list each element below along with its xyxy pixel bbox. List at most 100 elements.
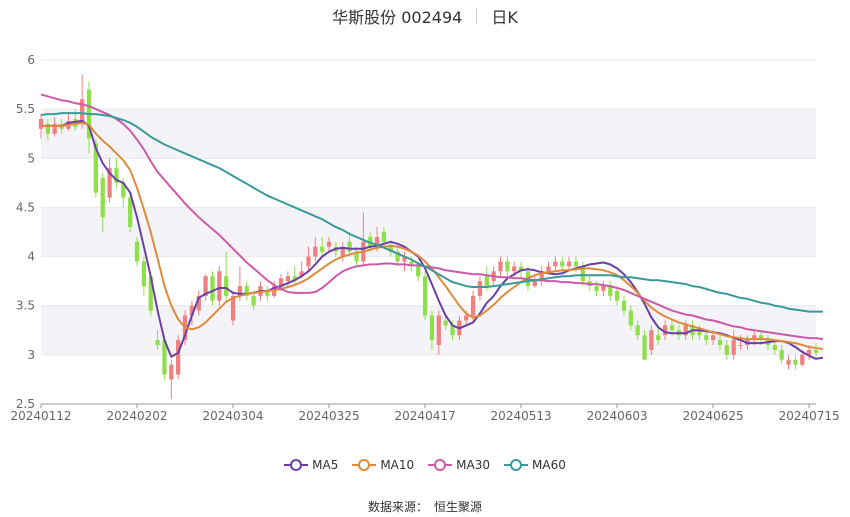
legend-marker-icon <box>284 459 309 471</box>
y-tick-label: 5 <box>27 151 35 165</box>
chart-legend: MA5 MA10 MA30 MA60 <box>0 458 850 472</box>
candle-body <box>381 232 387 242</box>
candle-body <box>326 241 332 247</box>
legend-label: MA30 <box>456 458 491 472</box>
candle-body <box>107 168 112 198</box>
x-tick-label: 20240513 <box>491 409 552 423</box>
candle-body <box>217 271 222 301</box>
candle-body <box>477 281 483 296</box>
candle-body <box>278 278 284 287</box>
candle-body <box>546 266 551 272</box>
y-tick-label: 3 <box>27 348 35 362</box>
candle-body <box>347 241 352 252</box>
candle-body <box>251 295 256 306</box>
candle-body <box>93 143 98 193</box>
ma-line-ma60 <box>40 112 823 313</box>
candle-body <box>148 276 153 311</box>
candle-body <box>649 330 654 350</box>
candle-body <box>621 300 627 311</box>
candle-body <box>710 335 716 341</box>
candle-body <box>141 261 147 287</box>
candle-body <box>450 325 455 336</box>
candle-body <box>813 349 819 353</box>
candle-body <box>642 335 647 360</box>
y-tick-label: 4.5 <box>16 200 35 214</box>
candle-body <box>464 315 469 321</box>
candle-body <box>224 276 229 296</box>
grid-band <box>41 207 816 257</box>
x-tick-label: 20240202 <box>106 409 167 423</box>
candle-body <box>176 340 181 375</box>
legend-label: MA60 <box>532 458 566 472</box>
x-tick-label: 20240112 <box>10 409 71 423</box>
candle-body <box>566 261 572 267</box>
candle-body <box>656 335 661 341</box>
candle-body <box>717 340 723 346</box>
candle-body <box>662 325 668 336</box>
candle-body <box>114 168 119 183</box>
x-tick-label: 20240325 <box>299 409 360 423</box>
candle-body <box>518 266 524 272</box>
candle-body <box>313 246 318 257</box>
candle-body <box>484 276 489 287</box>
candle-body <box>772 345 777 350</box>
candle-body <box>299 271 304 277</box>
candle-body <box>731 340 736 355</box>
candle-body <box>416 266 421 277</box>
candle-body <box>100 177 105 218</box>
candle-body <box>169 364 174 380</box>
candle-body <box>395 251 400 262</box>
legend-item-ma60[interactable]: MA60 <box>504 458 566 472</box>
candle-body <box>800 354 805 365</box>
legend-item-ma10[interactable]: MA10 <box>352 458 414 472</box>
candle-body <box>505 261 510 272</box>
candle-body <box>614 290 620 301</box>
candle-body <box>306 256 311 267</box>
candle-body <box>402 256 407 262</box>
y-tick-label: 5.5 <box>16 102 35 116</box>
candle-body <box>436 315 441 346</box>
candle-body <box>539 271 544 282</box>
candle-body <box>121 182 126 198</box>
candle-body <box>704 335 709 341</box>
candle-body <box>292 276 297 282</box>
candle-body <box>38 118 44 129</box>
chart-title: 华斯股份 002494 <box>332 8 463 27</box>
candle-body <box>532 281 537 287</box>
candle-body <box>683 325 688 336</box>
candle-body <box>759 335 764 341</box>
candle-body <box>553 261 558 267</box>
period-label[interactable]: 日K <box>491 8 518 27</box>
candle-body <box>244 286 249 296</box>
legend-marker-icon <box>352 459 377 471</box>
candle-body <box>203 276 208 296</box>
candle-body <box>128 197 133 228</box>
data-source: 数据来源： 恒生聚源 <box>0 498 850 515</box>
x-tick-label: 20240715 <box>779 409 840 423</box>
title-divider <box>476 8 478 24</box>
candle-body <box>265 290 270 296</box>
legend-label: MA5 <box>312 458 339 472</box>
y-tick-label: 4 <box>27 250 35 264</box>
candle-body <box>635 325 640 336</box>
candle-body <box>134 241 140 262</box>
candle-body <box>793 359 798 365</box>
candle-body <box>285 276 291 282</box>
candle-body <box>724 345 729 355</box>
candle-body <box>608 286 613 296</box>
candle-body <box>374 236 380 247</box>
ma-line-ma5 <box>41 119 824 360</box>
chart-title-bar: 华斯股份 002494 日K <box>0 4 850 28</box>
legend-item-ma5[interactable]: MA5 <box>284 458 338 472</box>
y-tick-label: 6 <box>27 53 35 67</box>
candle-body <box>580 266 585 282</box>
candle-body <box>470 295 476 316</box>
legend-marker-icon <box>428 459 453 471</box>
x-tick-label: 20240417 <box>395 409 456 423</box>
candle-body <box>669 325 675 331</box>
candle-body <box>155 340 160 346</box>
legend-label: MA10 <box>380 458 415 472</box>
legend-item-ma30[interactable]: MA30 <box>428 458 490 472</box>
candle-body <box>429 315 435 341</box>
